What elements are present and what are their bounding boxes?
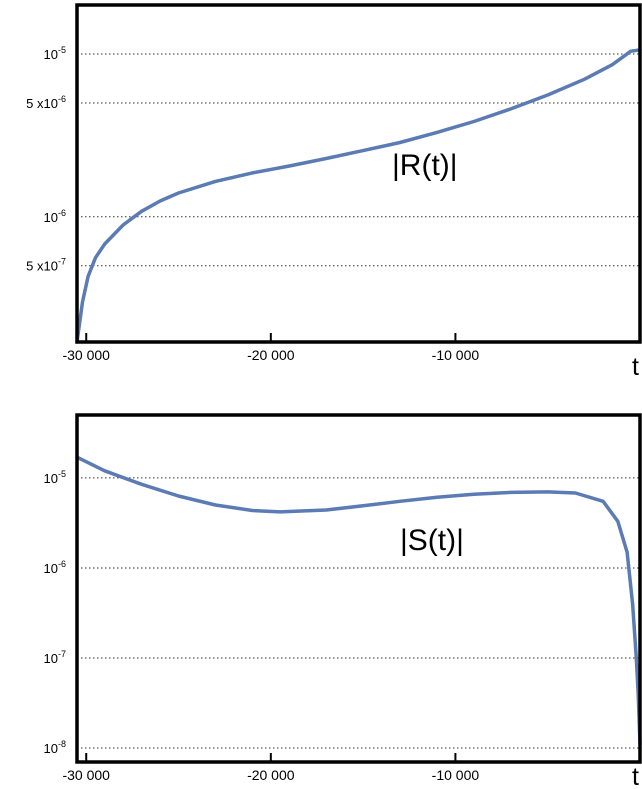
r-series-line-0: [75, 48, 642, 344]
r-y-tick-label-2: 10-6: [44, 208, 66, 225]
s-y-tick-label-3: 10-8: [44, 739, 66, 756]
s-x-tick-label-0: -30 000: [62, 767, 110, 783]
s-plot-frame: [75, 413, 642, 764]
s-chart-panel: 10-5 10-6 10-7 10-8 -30 000 -20 000 -10 000 |S(…: [44, 413, 642, 789]
s-y-tick-label-2: 10-7: [44, 649, 66, 666]
s-x-axis-label: t: [632, 763, 639, 789]
r-y-tick-label-0: 10-5: [44, 45, 66, 62]
s-series-annotation: |S(t)|: [400, 524, 464, 557]
r-x-axis-label: t: [632, 353, 639, 381]
s-series-line-0: [75, 455, 642, 747]
s-x-tick-label-2: -10 000: [432, 767, 480, 783]
r-y-tick-label-3: 5 x10-7: [26, 257, 66, 274]
r-y-tick-label-1: 5 x10-6: [26, 94, 66, 111]
r-x-tick-label-0: -30 000: [62, 347, 110, 363]
r-plot-frame: [75, 3, 642, 344]
r-series-annotation: |R(t)|: [392, 149, 458, 182]
r-chart-panel: 10-5 5 x10-6 10-6 5 x10-7 -30 000 -20 000 -10 …: [26, 3, 642, 381]
r-x-tick-label-2: -10 000: [432, 347, 480, 363]
s-x-tick-label-1: -20 000: [247, 767, 295, 783]
s-y-tick-label-1: 10-6: [44, 559, 66, 576]
s-y-tick-label-0: 10-5: [44, 469, 66, 486]
r-x-tick-label-1: -20 000: [247, 347, 295, 363]
